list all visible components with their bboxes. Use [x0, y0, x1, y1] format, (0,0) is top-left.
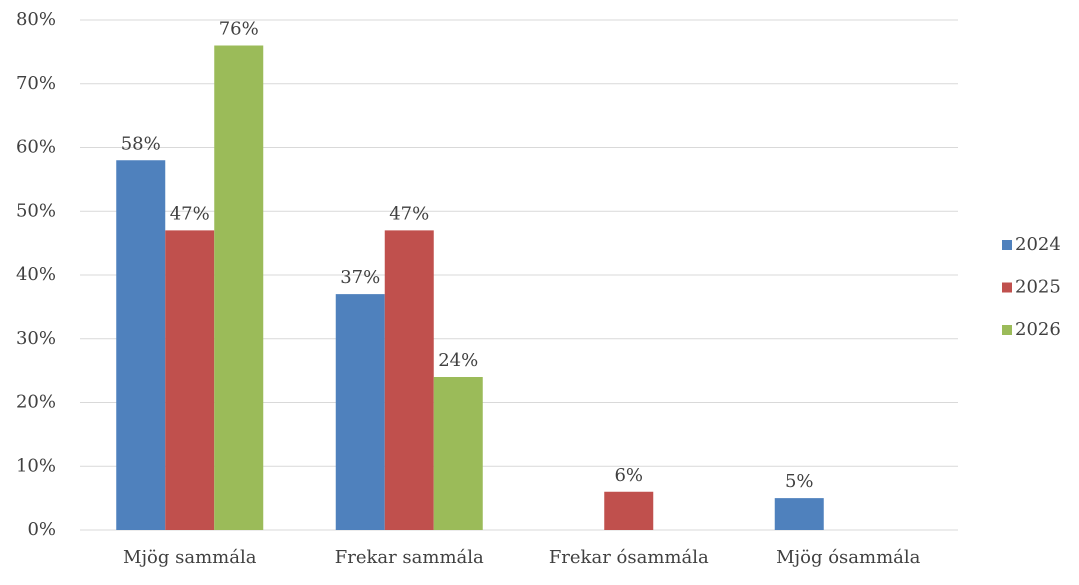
data-label: 58% — [121, 133, 161, 154]
legend-swatch — [1002, 240, 1012, 250]
data-label: 6% — [614, 465, 643, 486]
bar — [433, 377, 483, 530]
data-label: 24% — [438, 350, 478, 371]
bar — [214, 45, 264, 530]
legend-label: 2026 — [1015, 319, 1061, 340]
bar — [165, 230, 215, 530]
y-tick-label: 30% — [16, 328, 56, 349]
bar — [774, 498, 824, 530]
x-tick-label: Frekar ósammála — [549, 547, 709, 568]
legend-label: 2024 — [1015, 234, 1061, 255]
y-tick-label: 80% — [16, 9, 56, 30]
data-label: 47% — [170, 203, 210, 224]
y-tick-label: 40% — [16, 264, 56, 285]
y-tick-label: 10% — [16, 455, 56, 476]
data-label: 37% — [340, 267, 380, 288]
y-tick-label: 60% — [16, 137, 56, 158]
bar — [604, 491, 654, 530]
legend-swatch — [1002, 325, 1012, 335]
x-tick-label: Mjög sammála — [123, 547, 257, 568]
data-label: 76% — [219, 19, 259, 40]
x-tick-label: Mjög ósammála — [776, 547, 921, 568]
y-tick-label: 50% — [16, 200, 56, 221]
bar — [116, 160, 166, 530]
bar — [335, 294, 385, 530]
data-label: 5% — [785, 471, 814, 492]
legend-swatch — [1002, 282, 1012, 293]
data-label: 47% — [389, 203, 429, 224]
y-tick-label: 0% — [27, 519, 56, 540]
y-tick-label: 20% — [16, 392, 56, 413]
y-tick-label: 70% — [16, 73, 56, 94]
bar — [384, 230, 434, 530]
x-tick-label: Frekar sammála — [335, 547, 484, 568]
legend-label: 2025 — [1015, 277, 1061, 298]
